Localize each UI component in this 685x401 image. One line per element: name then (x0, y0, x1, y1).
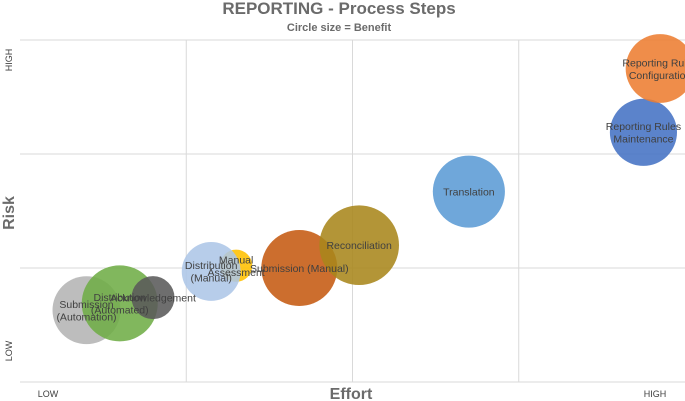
x-tick-low: LOW (38, 389, 59, 399)
x-tick-high: HIGH (644, 389, 667, 399)
bubble-label-distribution-automated: Distribution (Automated) (91, 292, 149, 317)
y-tick-high: HIGH (4, 49, 14, 72)
y-axis-label: Risk (1, 196, 18, 230)
bubble-label-reconciliation: Reconciliation (326, 240, 392, 252)
bubble-label-manual-assessment: Manual Assessment (208, 254, 265, 279)
bubble-translation (432, 155, 505, 228)
x-axis-label: Effort (330, 386, 373, 401)
bubble-label-translation: Translation (443, 187, 495, 199)
chart-title: REPORTING - Process Steps (222, 0, 455, 18)
chart-subtitle: Circle size = Benefit (287, 22, 392, 34)
bubble-acknowledgement (131, 276, 175, 320)
bubble-label-reporting-rules-configuration: Reporting RulesConfiguration (622, 57, 685, 82)
bubbles-layer (52, 34, 685, 345)
bubble-distribution-manual (181, 241, 241, 301)
bubble-label-acknowledgement: Acknowledgement (110, 293, 196, 305)
bubble-label-submission-manual: Submission (Manual) (250, 263, 349, 275)
bubble-reporting-rules-configuration (625, 34, 685, 103)
bubble-submission-manual (261, 230, 338, 306)
bubble-label-reporting-rules-maintenance: Reporting Rules Maintenance (606, 121, 681, 146)
bubble-labels-layer: Submission (Automation)Distribution (Autom… (56, 57, 685, 323)
bubble-label-submission-automation: Submission (Automation) (56, 299, 116, 324)
bubble-reconciliation (319, 205, 400, 286)
y-tick-low: LOW (4, 340, 14, 361)
bubble-label-distribution-manual: Distribution (Manual) (185, 260, 238, 285)
bubble-reporting-rules-maintenance (609, 98, 677, 166)
